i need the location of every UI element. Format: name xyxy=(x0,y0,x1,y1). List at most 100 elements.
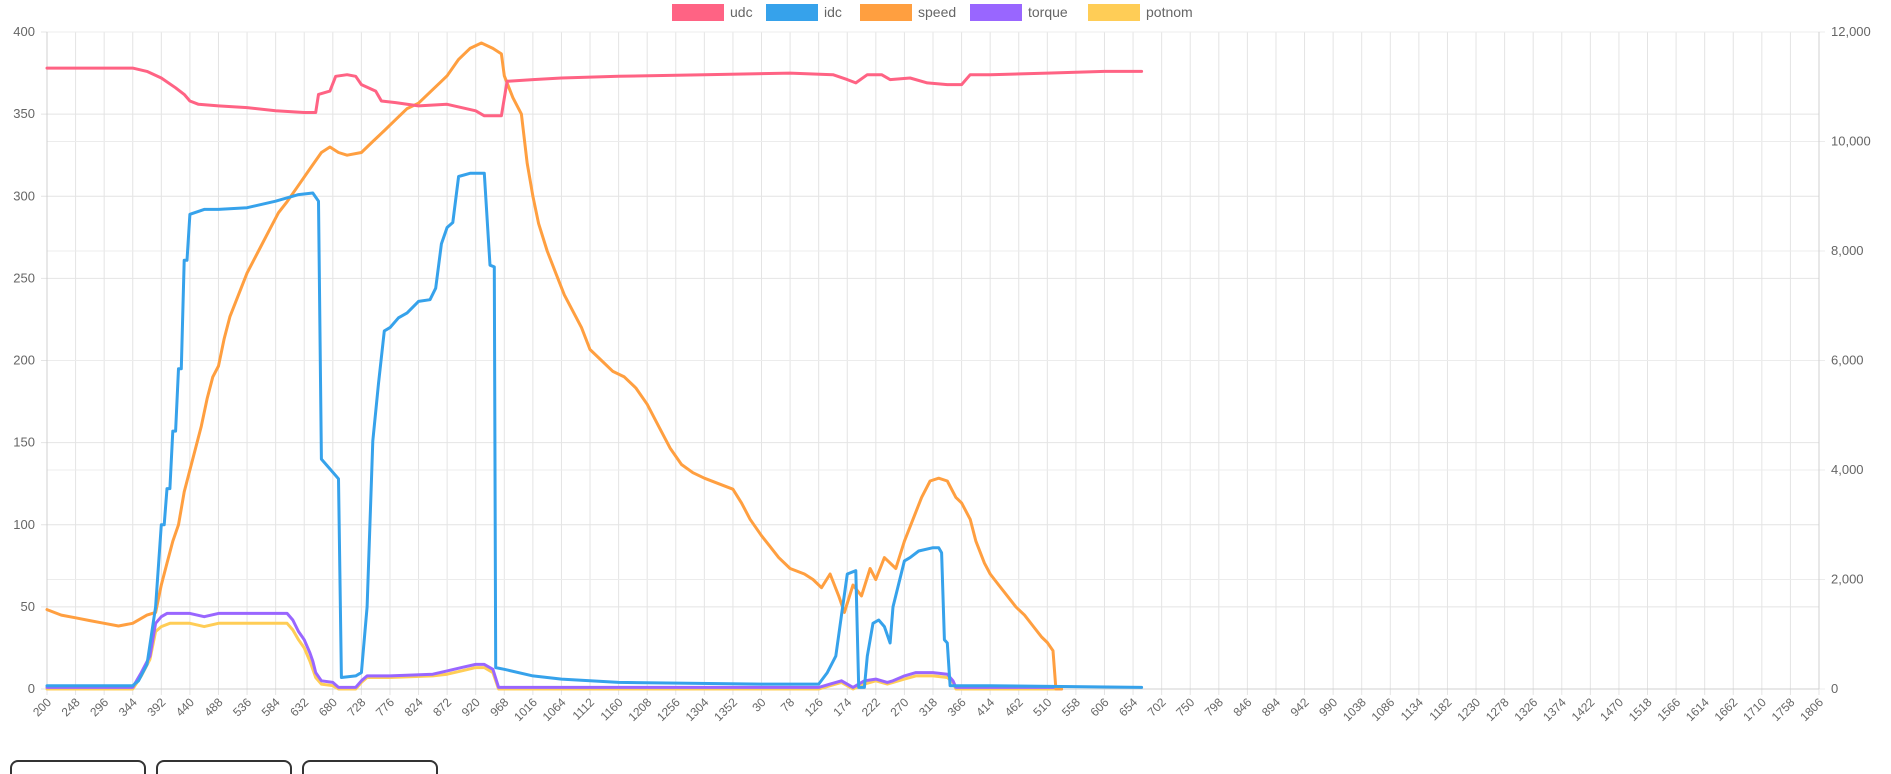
x-tick-label: 1256 xyxy=(654,695,683,724)
x-tick-label: 872 xyxy=(430,695,454,719)
x-tick-label: 78 xyxy=(778,695,798,715)
x-tick-label: 126 xyxy=(802,695,826,719)
x-tick-label: 920 xyxy=(459,695,483,719)
y-right-tick-label: 10,000 xyxy=(1831,134,1871,149)
x-tick-label: 488 xyxy=(202,695,226,719)
x-tick-label: 1352 xyxy=(711,695,740,724)
control-button-1[interactable] xyxy=(10,760,146,774)
y-right-tick-label: 6,000 xyxy=(1831,353,1864,368)
x-tick-label: 750 xyxy=(1173,695,1197,719)
x-tick-label: 222 xyxy=(859,695,883,719)
x-tick-label: 1160 xyxy=(598,695,626,723)
series-lines xyxy=(45,41,1144,691)
y-left-tick-label: 350 xyxy=(13,106,35,121)
x-tick-label: 1470 xyxy=(1597,695,1626,724)
legend-label-potnom: potnom xyxy=(1146,4,1193,20)
y-right-tick-label: 0 xyxy=(1831,681,1838,696)
grid xyxy=(41,31,1825,695)
x-tick-label: 1518 xyxy=(1626,695,1655,724)
x-tick-label: 1614 xyxy=(1683,695,1712,724)
x-tick-label: 558 xyxy=(1059,695,1083,719)
y-right-tick-label: 2,000 xyxy=(1831,572,1864,587)
legend-swatch-idc xyxy=(766,4,818,21)
x-tick-label: 1374 xyxy=(1540,695,1569,724)
x-tick-label: 1662 xyxy=(1712,695,1741,724)
y-right-tick-label: 4,000 xyxy=(1831,462,1864,477)
x-tick-label: 798 xyxy=(1202,695,1226,719)
x-tick-label: 296 xyxy=(87,695,111,719)
y-right-tick-label: 12,000 xyxy=(1831,24,1871,39)
x-tick-label: 1064 xyxy=(540,695,569,724)
x-tick-label: 1208 xyxy=(626,695,655,724)
x-tick-label: 392 xyxy=(144,695,168,719)
button-row xyxy=(10,760,438,774)
x-tick-label: 680 xyxy=(316,695,340,719)
legend-label-torque: torque xyxy=(1028,4,1068,20)
y-left-tick-label: 400 xyxy=(13,24,35,39)
control-button-2[interactable] xyxy=(156,760,292,774)
y-left-tick-label: 300 xyxy=(13,188,35,203)
legend-label-udc: udc xyxy=(730,4,753,20)
x-tick-label: 344 xyxy=(116,695,140,719)
x-tick-label: 1304 xyxy=(683,695,712,724)
y-left-tick-label: 0 xyxy=(28,681,35,696)
x-tick-label: 606 xyxy=(1088,695,1112,719)
legend-swatch-torque xyxy=(970,4,1022,21)
x-tick-label: 536 xyxy=(230,695,254,719)
x-tick-label: 510 xyxy=(1030,695,1054,719)
x-tick-label: 1566 xyxy=(1654,695,1683,724)
x-tick-label: 1422 xyxy=(1569,695,1598,724)
x-tick-label: 1112 xyxy=(570,695,598,723)
x-tick-label: 1016 xyxy=(511,695,540,724)
legend-label-speed: speed xyxy=(918,4,956,20)
series-line-udc xyxy=(45,66,1144,118)
x-tick-label: 776 xyxy=(373,695,397,719)
control-button-3[interactable] xyxy=(302,760,438,774)
x-tick-label: 942 xyxy=(1288,695,1312,719)
x-tick-label: 1134 xyxy=(1398,695,1426,723)
x-tick-label: 248 xyxy=(59,695,83,719)
x-tick-label: 846 xyxy=(1230,695,1254,719)
legend-swatch-udc xyxy=(672,4,724,21)
x-tick-label: 440 xyxy=(173,695,197,719)
x-tick-label: 1230 xyxy=(1454,695,1483,724)
x-tick-label: 318 xyxy=(916,695,940,719)
x-tick-label: 824 xyxy=(402,695,426,719)
x-tick-label: 1326 xyxy=(1512,695,1541,724)
x-tick-label: 1182 xyxy=(1426,695,1454,723)
x-tick-label: 990 xyxy=(1316,695,1340,719)
series-line-speed xyxy=(45,41,1064,691)
x-tick-label: 1278 xyxy=(1483,695,1512,724)
x-tick-label: 968 xyxy=(487,695,511,719)
x-tick-label: 654 xyxy=(1116,695,1140,719)
y-left-tick-label: 250 xyxy=(13,270,35,285)
series-line-torque xyxy=(45,611,1064,689)
x-tick-label: 1710 xyxy=(1740,695,1769,724)
x-tick-label: 894 xyxy=(1259,695,1283,719)
legend-label-idc: idc xyxy=(824,4,842,20)
x-tick-label: 1758 xyxy=(1769,695,1798,724)
x-tick-label: 30 xyxy=(749,695,769,715)
x-tick-label: 200 xyxy=(30,695,54,719)
x-tick-label: 702 xyxy=(1145,695,1169,719)
x-tick-label: 1806 xyxy=(1797,695,1826,724)
x-tick-label: 270 xyxy=(887,695,911,719)
x-tick-label: 1086 xyxy=(1369,695,1398,724)
legend-swatch-potnom xyxy=(1088,4,1140,21)
y-left-tick-label: 50 xyxy=(21,599,35,614)
x-tick-label: 584 xyxy=(259,695,283,719)
x-tick-label: 174 xyxy=(830,695,854,719)
series-line-idc xyxy=(45,171,1144,689)
y-left-tick-label: 150 xyxy=(13,435,35,450)
x-tick-label: 462 xyxy=(1002,695,1026,719)
x-tick-label: 1038 xyxy=(1340,695,1369,724)
x-tick-label: 632 xyxy=(287,695,311,719)
x-tick-label: 366 xyxy=(945,695,969,719)
legend: udc idc speed torque potnom xyxy=(672,4,1193,21)
y-right-tick-label: 8,000 xyxy=(1831,243,1864,258)
x-tick-label: 414 xyxy=(973,695,997,719)
y-left-tick-label: 200 xyxy=(13,353,35,368)
x-tick-label: 728 xyxy=(344,695,368,719)
legend-swatch-speed xyxy=(860,4,912,21)
